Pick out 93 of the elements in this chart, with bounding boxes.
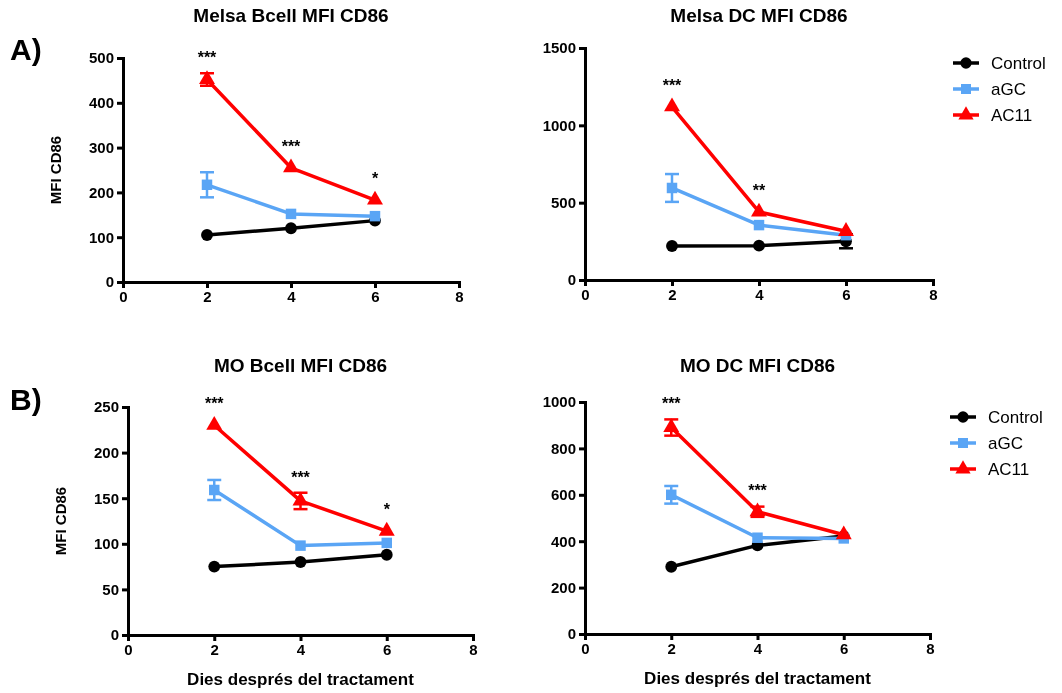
y-tick-label: 250: [93, 398, 119, 416]
y-tick-label: 0: [567, 271, 576, 289]
annotation: ***: [291, 468, 311, 486]
text: A): [10, 33, 42, 66]
annotation: ***: [661, 395, 682, 413]
y-axis-title: MFI CD86: [47, 135, 64, 205]
y-tick-label: 150: [93, 489, 119, 507]
y-tick-label: 1500: [542, 39, 576, 57]
y-tick-label: 50: [102, 580, 119, 598]
chart-title: MO Bcell MFI CD86: [213, 355, 388, 376]
y-tick-label: 300: [88, 138, 114, 156]
point: [753, 239, 765, 252]
point: [664, 97, 680, 112]
annotation: *: [383, 501, 391, 519]
x-tick-label: 4: [755, 285, 765, 303]
y-tick-label: 200: [93, 443, 119, 461]
point: [285, 208, 297, 220]
point: [666, 240, 678, 252]
point: [206, 416, 223, 430]
x-axis-title: Dies després del tractament: [644, 669, 872, 688]
x-tick-label: 8: [455, 287, 464, 305]
point: [294, 556, 307, 568]
annotation: ***: [662, 76, 683, 94]
x-tick-label: 8: [469, 640, 478, 658]
x-tick-label: 0: [581, 639, 590, 657]
x-tick-label: 2: [667, 639, 676, 657]
legend-label: AC11: [991, 106, 1033, 125]
y-tick-label: 200: [550, 578, 576, 596]
legend-label: Control: [991, 54, 1046, 73]
y-tick-label: 1000: [542, 116, 576, 134]
x-tick-label: 8: [926, 639, 935, 657]
x-tick-label: 4: [296, 640, 306, 658]
annotation: ***: [281, 137, 302, 155]
x-tick-label: 6: [371, 287, 380, 305]
y-axis-title: MFI CD86: [52, 486, 69, 556]
annotation: *: [371, 170, 379, 188]
annotation: ***: [204, 395, 225, 413]
y-tick-label: 600: [550, 486, 576, 504]
legend-label: Control: [988, 408, 1043, 427]
x-tick-label: 8: [929, 285, 938, 303]
chart-title: Melsa DC MFI CD86: [670, 5, 848, 26]
annotation: **: [752, 181, 766, 199]
point: [285, 222, 297, 235]
point: [369, 210, 381, 222]
y-tick-label: 0: [105, 273, 114, 291]
y-tick-label: 400: [550, 532, 576, 550]
point: [752, 532, 763, 543]
point: [838, 222, 854, 236]
x-tick-label: 6: [840, 639, 849, 657]
x-tick-label: 0: [124, 640, 133, 658]
y-tick-label: 400: [88, 94, 114, 112]
point: [381, 537, 392, 549]
x-axis-title: Dies després del tractament: [187, 670, 415, 689]
chart-title: MO DC MFI CD86: [679, 355, 836, 376]
y-tick-label: 800: [550, 439, 576, 457]
x-tick-label: 0: [581, 285, 590, 303]
x-tick-label: 2: [668, 285, 677, 303]
y-tick-label: 1000: [542, 393, 576, 411]
x-tick-label: 4: [287, 287, 297, 305]
point: [208, 560, 221, 573]
point: [663, 418, 680, 433]
point: [665, 560, 678, 573]
point: [666, 489, 677, 501]
chart-title: Melsa Bcell MFI CD86: [193, 5, 389, 26]
point: [295, 540, 306, 551]
y-tick-label: 100: [88, 228, 114, 246]
point: [201, 229, 213, 241]
legend-label: AC11: [988, 460, 1030, 479]
y-tick-label: 0: [110, 626, 119, 644]
point: [751, 202, 767, 217]
y-tick-label: 500: [550, 193, 576, 211]
point: [835, 525, 852, 540]
point: [753, 219, 765, 231]
point: [378, 521, 395, 536]
point: [666, 182, 678, 194]
x-tick-label: 2: [203, 287, 212, 305]
x-tick-label: 6: [383, 640, 392, 658]
x-tick-label: 2: [210, 640, 219, 658]
y-tick-label: 100: [93, 535, 119, 553]
legend-label: aGC: [991, 80, 1026, 99]
x-tick-label: 4: [753, 639, 763, 657]
point: [283, 158, 299, 173]
annotation: ***: [748, 481, 768, 499]
point: [380, 548, 393, 561]
legend-label: aGC: [988, 434, 1023, 453]
annotation: ***: [197, 49, 218, 67]
y-tick-label: 500: [88, 49, 114, 67]
text: B): [10, 383, 42, 416]
y-tick-label: 0: [567, 625, 576, 643]
x-tick-label: 6: [842, 285, 851, 303]
point: [209, 484, 220, 496]
y-tick-label: 200: [88, 183, 114, 201]
point: [201, 179, 213, 191]
